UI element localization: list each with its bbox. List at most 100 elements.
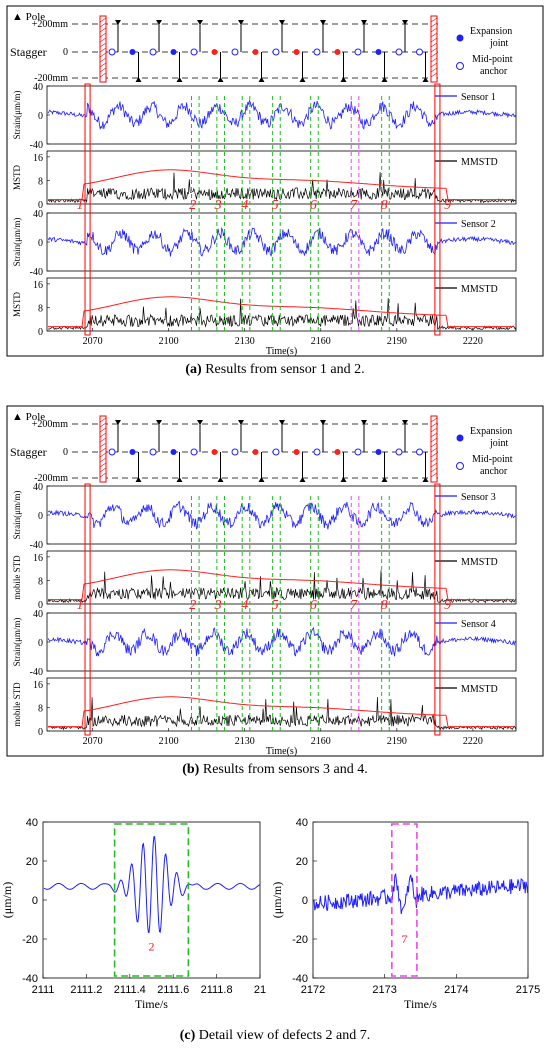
panel-a-mid-point-anchor <box>108 48 116 56</box>
panel-b-defect-label-9: 9 <box>444 598 451 613</box>
panel-a-defect-label-7: 7 <box>350 198 358 213</box>
panel-a-expansion-joint-red <box>252 49 259 55</box>
panel-b-subplot-1-ytick: 16 <box>33 553 43 564</box>
panel-b-expansion-joint-red <box>211 449 218 455</box>
panel-c-left-xtick: 2111.4 <box>114 984 146 996</box>
panel-c-left-defect-box <box>113 823 190 977</box>
panel-a-stagger-label: Stagger <box>10 45 47 59</box>
panel-b-wall-0 <box>99 415 107 483</box>
panel-b-pole-marker <box>238 420 244 425</box>
panel-a-subplot-1-mmstd-series <box>47 172 517 204</box>
panel-a-subplot-3-ytick: 8 <box>38 303 43 314</box>
panel-a-wall-hatch <box>430 72 438 78</box>
panel-a-subplot-2-ytick: 40 <box>33 209 43 220</box>
panel-b-red-box-1 <box>434 483 441 736</box>
panel-b-pole-marker <box>402 420 408 425</box>
panel-b-subplot-3-mmstd-series <box>47 697 517 731</box>
panel-a-subplot-0-legend-text: Sensor 1 <box>461 92 496 103</box>
panel-b-xtick-2190: 2190 <box>387 736 407 747</box>
panel-a-pole-marker <box>156 20 162 25</box>
panel-b-wall-hatch <box>99 462 107 468</box>
panel-a-subplot-3-ytick: 0 <box>38 327 43 338</box>
panel-b-subplot-0-strain-series <box>47 500 517 530</box>
panel-a-xtick-2190: 2190 <box>387 336 407 347</box>
panel-c-left-xtick: 2111.2 <box>70 984 102 996</box>
panel-a-legend-expansion-marker <box>456 34 464 42</box>
panel-a-xtick-2100: 2100 <box>159 336 179 347</box>
panel-b-subplot-2-ytick: 40 <box>33 609 43 620</box>
panel-a-legend-midpoint-marker <box>456 62 464 70</box>
panel-b-mid-point-anchor <box>395 448 403 456</box>
panel-b-wall-hatch <box>99 427 107 433</box>
panel-c-left-ylabel: (μm/m) <box>0 882 14 918</box>
panel-b-pole-marker <box>115 420 121 425</box>
panel-b-legend-expansion-text: Expansion <box>470 426 512 437</box>
panel-a-wall-hatch <box>430 17 438 23</box>
panel-b-subplot-1-ytick: 0 <box>38 600 43 611</box>
panel-a-frame <box>6 5 544 357</box>
panel-c-left-ytick: 0 <box>32 895 38 907</box>
panel-a-defect-label-9: 9 <box>444 198 451 213</box>
panel-a-legend-expansion-text-2: joint <box>489 38 509 49</box>
panel-b-xtick-2130: 2130 <box>235 736 255 747</box>
panel-a-mid-point-anchor <box>416 48 423 56</box>
panel-a-subplot-1-threshold-series <box>48 169 514 201</box>
panel-b-subplot-3-threshold-series <box>48 696 514 728</box>
panel-b-wall-hatch <box>99 472 107 478</box>
panel-c-right-ytick: 20 <box>296 856 308 868</box>
panel-a-subplot-3-ytick: 16 <box>33 280 43 291</box>
panel-a-subplot-3-axes <box>46 277 517 332</box>
panel-c-right-ytick: 40 <box>296 817 308 829</box>
panel-a-stagger-tick-minus: -200mm <box>34 73 68 84</box>
caption-a-label: (a) <box>185 362 202 377</box>
panel-a-mid-point-anchor <box>313 48 321 56</box>
panel-b-wall-hatch <box>430 427 438 433</box>
panel-a-pole-marker <box>422 77 429 82</box>
panel-b-defect-label-2: 2 <box>189 598 196 613</box>
panel-b-mid-point-anchor <box>313 448 321 456</box>
panel-c-right-strain-series <box>313 873 529 915</box>
panel-a-subplot-3-ylabel: MSTD <box>12 292 22 318</box>
panel-c-left-ytick: -20 <box>22 934 38 946</box>
panel-a-subplot-3-legend-text: MMSTD <box>461 284 498 295</box>
panel-a-wall-hatch <box>430 22 438 28</box>
panel-c-right-xtick: 2173 <box>372 984 396 996</box>
panel-a-subplot-2-ytick: 0 <box>38 238 43 249</box>
panel-b-subplot-2-ytick: 0 <box>38 638 43 649</box>
panel-b-xtick-2160: 2160 <box>311 736 331 747</box>
panel-a-xlabel: Time(s) <box>266 346 297 357</box>
panel-a-wall-hatch <box>430 27 438 33</box>
panel-b-expansion-joint <box>170 449 177 455</box>
panel-a-wall-hatch <box>99 62 107 68</box>
panel-b-wall-hatch <box>430 462 438 468</box>
panel-a-wall-0 <box>99 15 107 83</box>
panel-a-wall-hatch <box>99 67 107 73</box>
panel-c-right-defect-box-label: 7 <box>401 932 407 946</box>
panel-b-pole-marker <box>279 420 285 425</box>
panel-b-subplot-0-ytick: 40 <box>33 482 43 493</box>
caption-c: (c) Detail view of defects 2 and 7. <box>0 1028 550 1044</box>
panel-a-wall-hatch <box>430 47 438 53</box>
panel-a-subplot-3-mmstd-series <box>47 298 517 331</box>
panel-b-defect-label-8: 8 <box>381 598 388 613</box>
panel-b-wall-hatch <box>430 432 438 438</box>
panel-b-wall-hatch <box>430 422 438 428</box>
panel-a-expansion-joint-red <box>293 49 300 55</box>
panel-c-right-ylabel: (μm/m) <box>270 882 284 918</box>
panel-a-legend-expansion-text: Expansion <box>470 26 512 37</box>
panel-b-mid-point-anchor <box>149 448 157 456</box>
panel-a-mid-point-anchor <box>395 48 403 56</box>
panel-b-subplot-1-ylabel: mobile STD <box>12 555 22 600</box>
panel-b-pole-marker <box>381 477 388 482</box>
panel-b-mid-point-anchor <box>190 448 198 456</box>
panel-b-xtick-2070: 2070 <box>83 736 103 747</box>
panel-a-xtick-2160: 2160 <box>311 336 331 347</box>
panel-c-left-xtick: 2111 <box>32 984 55 996</box>
caption-c-text: Detail view of defects 2 and 7. <box>195 1028 371 1043</box>
panel-c-left-xtick: 2111.8 <box>201 984 233 996</box>
panel-b-subplot-3-ylabel: mobile STD <box>12 682 22 727</box>
panel-a-wall-hatch <box>430 42 438 48</box>
panel-a-wall-hatch <box>99 32 107 38</box>
panel-a-pole-label: ▲ Pole <box>12 11 45 23</box>
panel-a-mid-point-anchor <box>354 48 362 56</box>
